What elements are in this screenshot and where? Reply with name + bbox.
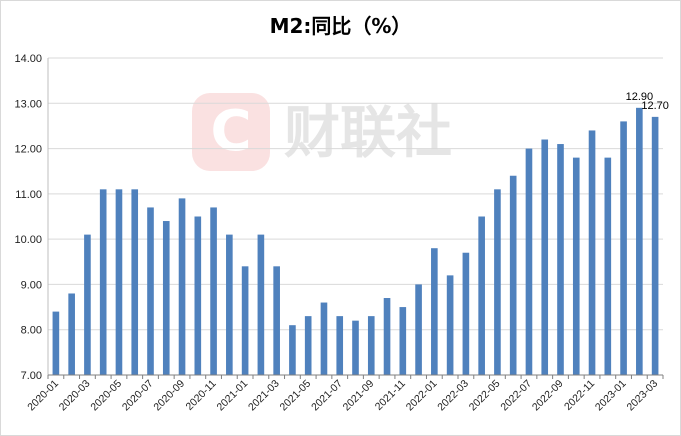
x-tick-label: 2022-05 [467, 378, 503, 414]
bar-2021-07 [336, 316, 344, 375]
x-tick-label: 2021-05 [278, 378, 314, 414]
x-tick-label: 2022-03 [435, 378, 471, 414]
bar-2020-03 [84, 234, 91, 375]
y-axis-ticks: 7.00 8.00 9.00 10.00 11.00 12.00 13.00 14.00 [14, 53, 42, 382]
x-tick-label: 2020-03 [57, 378, 93, 414]
bar-2022-01 [431, 248, 438, 375]
bar-2020-01 [52, 311, 60, 375]
bar-2021-08 [352, 320, 359, 375]
watermark-text: 财联社 [284, 101, 452, 166]
bar-2020-12 [226, 234, 233, 375]
y-tick-label: 9.00 [21, 279, 42, 291]
bar-2020-11 [210, 207, 217, 375]
x-tick-label: 2020-09 [151, 378, 187, 414]
bar-2022-02 [446, 275, 454, 375]
x-tick-label: 2020-01 [25, 378, 61, 414]
bar-2022-06 [509, 175, 517, 375]
bar-2023-01 [620, 121, 627, 376]
bar-2022-12 [604, 157, 612, 375]
bar-2021-06 [320, 302, 328, 375]
bar-2020-02 [68, 293, 75, 375]
x-tick-label: 2021-07 [309, 378, 345, 414]
x-tick-label: 2023-01 [593, 378, 629, 414]
bar-2022-07 [525, 148, 533, 375]
bar-2020-09 [178, 198, 186, 375]
bar-2023-02 [636, 107, 643, 376]
x-tick-label: 2023-03 [624, 378, 660, 414]
bar-2021-02 [257, 234, 265, 375]
x-tick-label: 2022-11 [562, 378, 597, 413]
data-label: 12.90 [626, 91, 654, 103]
data-label: 12.70 [641, 100, 669, 112]
x-tick-label: 2021-09 [341, 378, 377, 414]
bar-2021-01 [241, 266, 249, 375]
x-tick-label: 2022-07 [498, 378, 534, 414]
bar-2021-04 [289, 325, 296, 375]
bar-2022-09 [557, 144, 564, 375]
watermark-logo-letter: C [210, 99, 251, 164]
bar-2020-04 [99, 189, 107, 375]
x-tick-label: 2020-11 [184, 378, 219, 413]
bar-2020-08 [162, 221, 170, 375]
bar-2020-05 [115, 189, 123, 375]
y-tick-label: 8.00 [21, 325, 42, 337]
x-tick-label: 2021-03 [246, 378, 282, 414]
bar-2020-07 [147, 207, 154, 375]
bar-2021-09 [367, 316, 375, 375]
bar-2023-03 [651, 116, 659, 375]
bars [52, 107, 659, 376]
x-tick-label: 2021-01 [214, 378, 250, 414]
bar-2021-10 [383, 298, 391, 375]
bar-2022-11 [588, 130, 596, 375]
bar-2021-05 [304, 316, 312, 375]
x-axis [47, 374, 664, 379]
bar-2020-10 [194, 216, 202, 375]
bar-2022-05 [494, 189, 501, 375]
x-tick-label: 2020-05 [88, 378, 124, 414]
y-tick-label: 11.00 [15, 189, 42, 201]
y-tick-label: 13.00 [14, 98, 42, 110]
y-tick-label: 7.00 [21, 370, 42, 382]
x-tick-label: 2022-01 [404, 378, 440, 414]
bar-2020-06 [131, 189, 139, 375]
bar-2021-12 [415, 284, 422, 375]
watermark: C 财联社 [192, 93, 452, 171]
bar-2022-08 [541, 139, 549, 375]
bar-2022-03 [462, 252, 470, 375]
y-tick-label: 10.00 [14, 234, 42, 246]
bar-2022-04 [478, 216, 485, 375]
chart-title: M2:同比（%） [269, 14, 412, 38]
bar-2022-10 [572, 157, 580, 375]
x-tick-label: 2021-11 [373, 378, 408, 413]
bar-2021-03 [273, 266, 280, 375]
x-tick-label: 2022-09 [530, 378, 566, 414]
y-tick-label: 12.00 [14, 144, 42, 156]
y-tick-label: 14.00 [14, 53, 42, 65]
x-tick-label: 2020-07 [120, 378, 156, 414]
bar-2021-11 [399, 307, 407, 375]
watermark-logo-icon [192, 93, 270, 171]
x-axis-ticks: 2020-012020-032020-052020-072020-092020-… [25, 378, 660, 414]
